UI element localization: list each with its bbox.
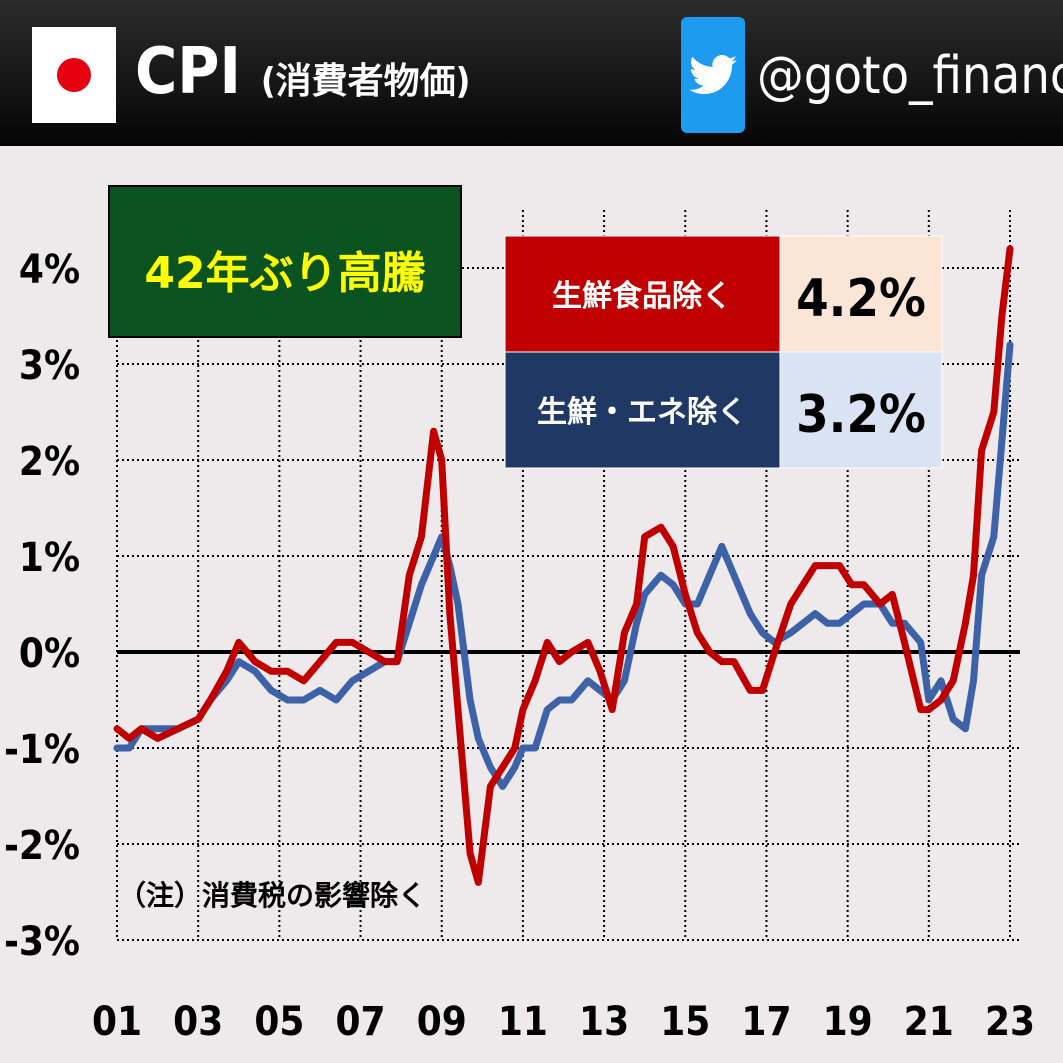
x-tick-label: 13: [579, 999, 629, 1045]
y-tick-label: 3%: [19, 343, 80, 389]
x-tick-label: 01: [92, 999, 142, 1045]
legend-latest-value: 3.2%: [796, 385, 926, 445]
x-tick-label: 17: [741, 999, 791, 1045]
y-tick-label: 1%: [19, 535, 80, 581]
legend-latest-value: 4.2%: [796, 269, 926, 329]
series-line-core-core: [113, 341, 1014, 790]
headline-text: 42年ぶり高騰: [144, 248, 425, 299]
legend-value-cell: [779, 235, 943, 353]
footnote: （注）消費税の影響除く: [118, 879, 426, 912]
y-tick-label: -3%: [4, 919, 80, 965]
legend-label-cell: [504, 351, 781, 469]
legend-label-cell: [504, 235, 781, 353]
series-line-core: [113, 245, 1014, 886]
x-tick-label: 05: [254, 999, 304, 1045]
cpi-chart: -3% -2% -1% 0% 1% 2% 3% 4% 01 03 05 07 09 11 13 15 17 19 2…: [4, 185, 1035, 1045]
page-title: CPI (消費者物価): [135, 24, 470, 130]
y-tick-label: -2%: [4, 823, 80, 869]
title-text: CPI: [135, 35, 241, 109]
legend-value-cell: [779, 351, 943, 469]
japan-flag-icon: [32, 27, 116, 123]
twitter-bird-icon[interactable]: [681, 17, 745, 133]
subtitle-text: (消費者物価): [260, 61, 471, 102]
x-tick-label: 03: [173, 999, 223, 1045]
y-tick-label: -1%: [4, 727, 80, 773]
twitter-handle[interactable]: @goto_finance: [757, 46, 1063, 106]
y-tick-label: 2%: [19, 439, 80, 485]
legend-series-name: 生鮮食品除く: [552, 279, 732, 314]
x-tick-label: 15: [660, 999, 710, 1045]
x-tick-label: 21: [904, 999, 954, 1045]
x-tick-label: 23: [985, 999, 1035, 1045]
legend-series-name: 生鮮・エネ除く: [537, 395, 747, 430]
header-bar: CPI (消費者物価) @goto_finance: [0, 0, 1063, 146]
x-tick-label: 19: [823, 999, 873, 1045]
y-tick-label: 4%: [19, 247, 80, 293]
y-tick-label: 0%: [19, 631, 80, 677]
headline-box: [108, 185, 462, 338]
x-tick-label: 07: [336, 999, 386, 1045]
x-tick-label: 11: [498, 999, 548, 1045]
x-tick-label: 09: [417, 999, 467, 1045]
